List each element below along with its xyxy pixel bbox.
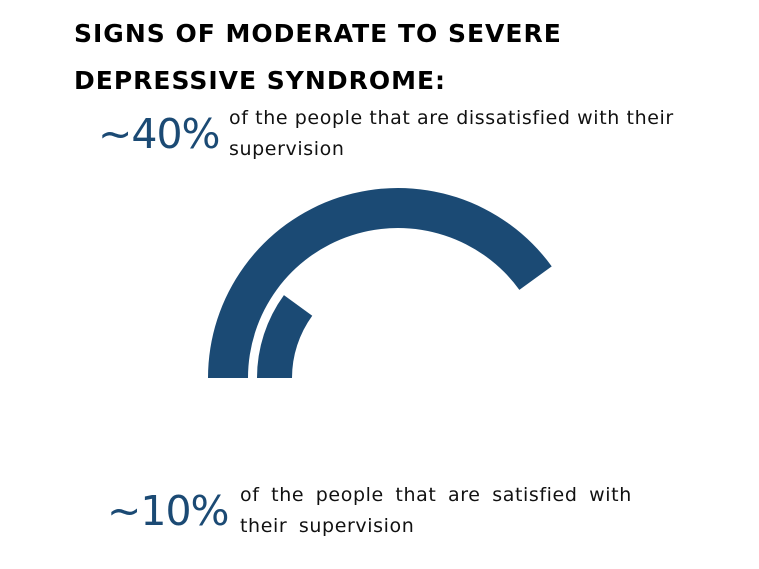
chart-title: Signs of moderate to severe depressive s…	[74, 19, 562, 95]
radial-bar-dissatisfied	[208, 188, 552, 378]
stat-value-satisfied: ~10%	[107, 487, 229, 535]
stat-value-dissatisfied: ~40%	[98, 110, 220, 158]
radial-bar-satisfied	[257, 295, 313, 378]
stat-caption-dissatisfied: of the people that are dissatisfied with…	[229, 107, 674, 160]
stat-caption-satisfied: of the people that are satisfied with th…	[240, 484, 632, 537]
